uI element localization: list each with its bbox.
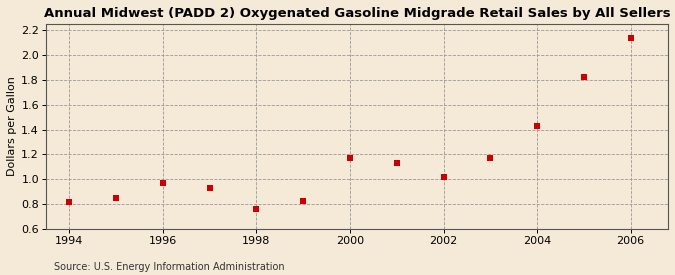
Point (344, 156, 355, 160)
Point (111, 196, 122, 200)
Point (251, 207, 262, 211)
Y-axis label: Dollars per Gallon: Dollars per Gallon (7, 76, 17, 177)
Title: Annual Midwest (PADD 2) Oxygenated Gasoline Midgrade Retail Sales by All Sellers: Annual Midwest (PADD 2) Oxygenated Gasol… (44, 7, 670, 20)
Point (298, 198, 308, 203)
Point (532, 124, 543, 128)
Point (157, 181, 168, 185)
Point (64, 200, 75, 204)
Point (578, 75, 589, 79)
Point (438, 175, 449, 179)
Point (205, 186, 215, 190)
Point (485, 156, 495, 160)
Point (625, 35, 636, 40)
Text: Source: U.S. Energy Information Administration: Source: U.S. Energy Information Administ… (54, 262, 285, 272)
Point (392, 161, 402, 165)
